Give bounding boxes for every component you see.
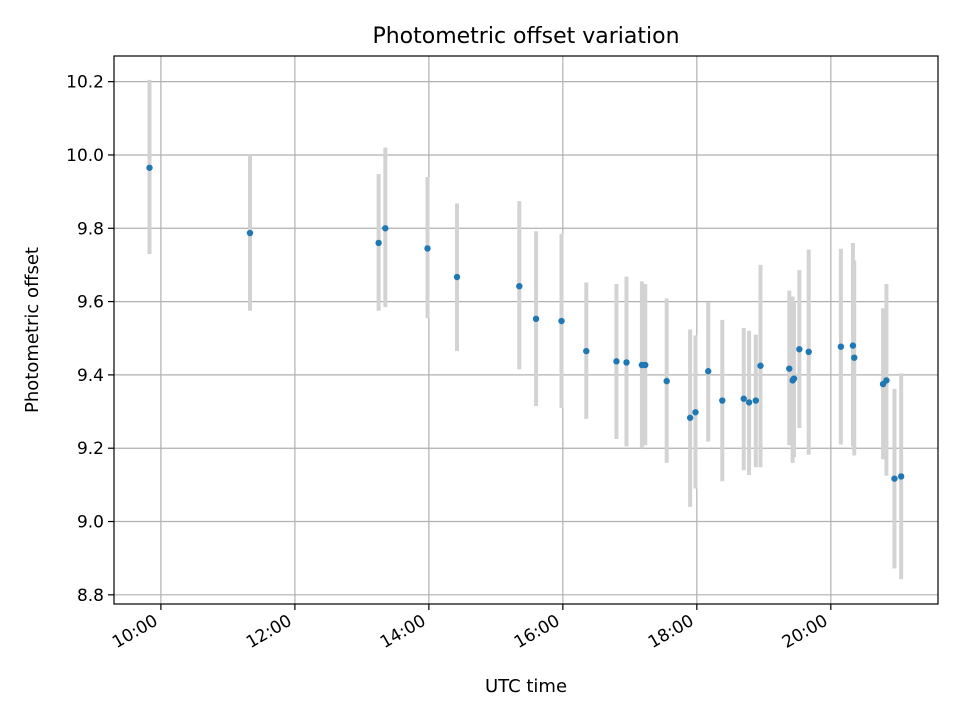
y-axis-label: Photometric offset — [22, 247, 43, 413]
data-point — [516, 282, 523, 290]
y-tick-label: 9.4 — [77, 366, 104, 386]
data-point — [796, 346, 803, 353]
data-point — [786, 365, 793, 372]
data-point — [745, 399, 753, 406]
data-point — [851, 354, 858, 361]
y-tick-label: 10.0 — [66, 146, 104, 166]
y-tick-label: 9.6 — [77, 293, 104, 313]
data-point — [532, 315, 540, 323]
data-point — [146, 164, 153, 171]
y-tick-label: 8.8 — [77, 586, 104, 606]
y-tick-label: 9.2 — [77, 439, 104, 459]
data-point — [757, 362, 764, 369]
data-point — [424, 245, 431, 252]
data-point — [891, 475, 898, 482]
data-point — [740, 395, 747, 402]
y-tick-label: 10.2 — [66, 73, 104, 93]
data-point — [705, 368, 712, 375]
data-point — [686, 414, 694, 421]
data-point — [642, 361, 649, 369]
data-point — [375, 239, 382, 247]
data-point — [837, 343, 845, 350]
data-point — [790, 375, 798, 382]
y-tick-label: 9.8 — [77, 219, 104, 239]
y-tick-label: 9.0 — [77, 513, 104, 533]
point-layer — [146, 164, 905, 482]
data-point — [752, 397, 759, 404]
data-point — [897, 473, 905, 480]
data-point — [692, 409, 699, 416]
data-point — [382, 225, 389, 232]
data-point — [849, 342, 857, 349]
data-point — [883, 377, 890, 384]
x-axis-label: UTC time — [485, 676, 567, 697]
data-point — [663, 377, 670, 385]
data-point — [583, 347, 590, 355]
data-point — [613, 358, 620, 365]
data-point — [246, 229, 254, 237]
data-point — [623, 359, 630, 366]
data-point — [805, 348, 812, 356]
data-point — [719, 397, 726, 404]
data-point — [453, 273, 461, 281]
plot-frame — [113, 55, 939, 605]
data-point — [558, 317, 565, 325]
chart-title: Photometric offset variation — [372, 24, 679, 49]
